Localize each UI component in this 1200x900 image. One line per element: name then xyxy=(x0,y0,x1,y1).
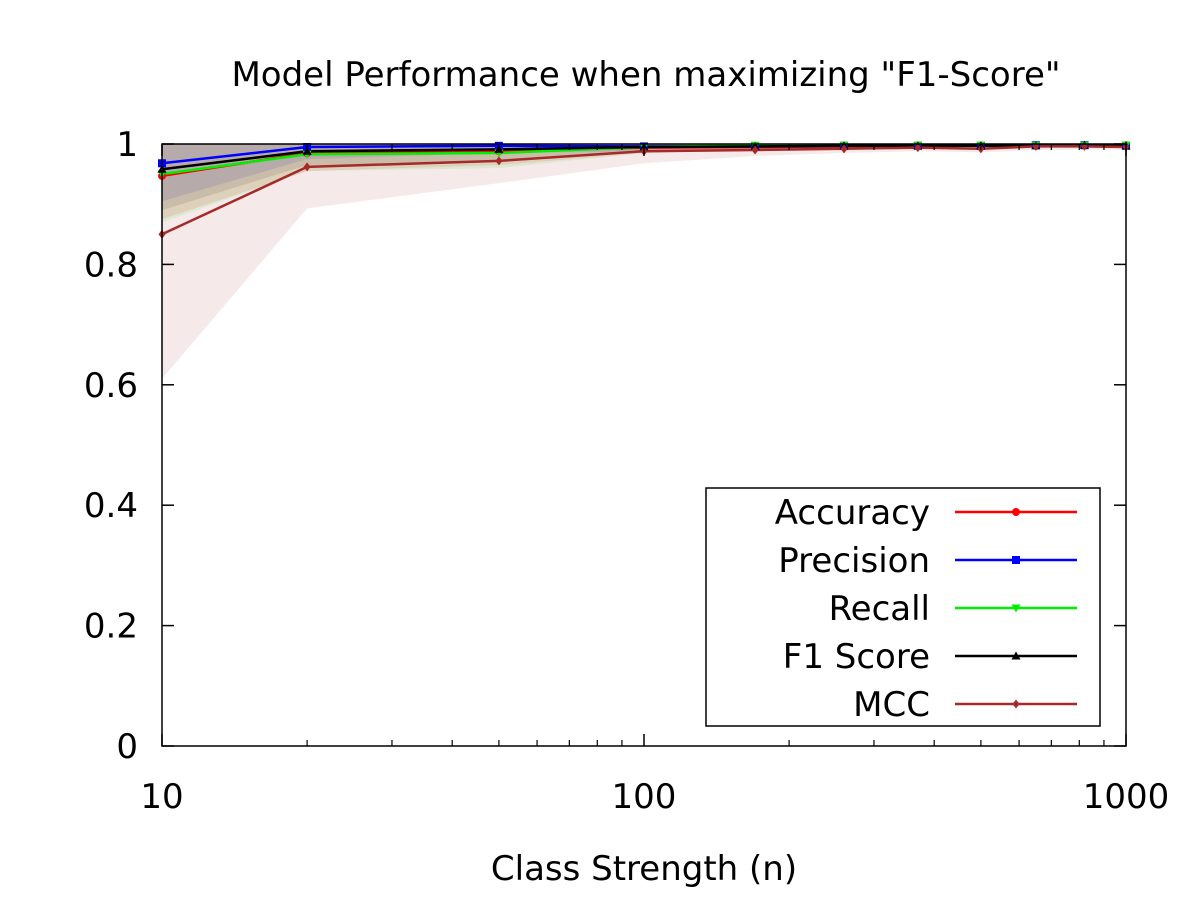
legend-label-precision: Precision xyxy=(778,541,930,581)
legend-label-accuracy: Accuracy xyxy=(775,493,930,533)
x-axis-label: Class Strength (n) xyxy=(491,849,797,889)
legend-marker-recall xyxy=(1011,604,1021,613)
y-tick-label: 0 xyxy=(116,727,138,767)
band-f1-score xyxy=(162,144,1126,211)
legend: Accuracy Precision Recall F1 Score MCC xyxy=(705,487,1101,727)
legend-label-recall: Recall xyxy=(829,589,930,629)
legend-marker-mcc xyxy=(1012,699,1020,709)
x-tick-label: 100 xyxy=(612,777,677,817)
x-tick-label: 10 xyxy=(140,777,183,817)
y-tick-label: 0.8 xyxy=(84,245,138,285)
legend-label-f1-score: F1 Score xyxy=(783,637,930,677)
legend-marker-f1-score xyxy=(1011,651,1021,660)
point-mcc xyxy=(914,143,922,153)
point-mcc xyxy=(303,162,311,172)
point-f1-score xyxy=(302,146,312,155)
band-mcc xyxy=(162,144,1126,379)
y-tick-label: 0.6 xyxy=(84,366,138,406)
legend-label-mcc: MCC xyxy=(853,685,930,725)
chart-title: Model Performance when maximizing "F1-Sc… xyxy=(231,55,1060,95)
band-precision xyxy=(162,144,1126,202)
y-tick-label: 0.4 xyxy=(84,486,138,526)
legend-marker-accuracy xyxy=(1012,508,1020,516)
point-mcc xyxy=(495,156,503,166)
point-mcc xyxy=(840,144,848,154)
x-tick-label: 1000 xyxy=(1083,777,1170,817)
y-tick-label: 0.2 xyxy=(84,607,138,647)
tick-labels: 10 100 1000 0 0.2 0.4 0.6 0.8 1 xyxy=(84,125,1169,817)
axis-ticks xyxy=(161,143,1127,747)
confidence-bands xyxy=(162,144,1126,379)
y-tick-label: 1 xyxy=(116,125,138,165)
legend-marker-precision xyxy=(1012,556,1020,564)
point-mcc xyxy=(751,145,759,155)
